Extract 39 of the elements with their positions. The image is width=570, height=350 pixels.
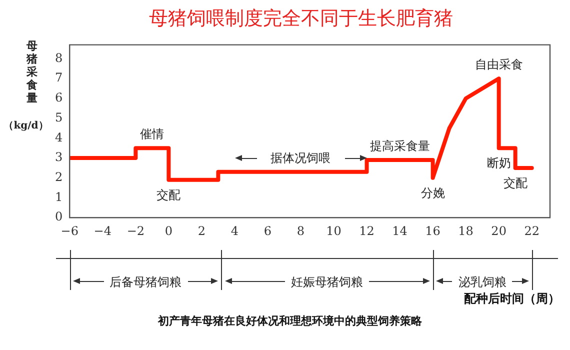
x-tick-label: −4 <box>94 224 112 238</box>
text: 后备母猪饲粮 <box>110 274 182 290</box>
y-tick-label: 1 <box>54 190 63 204</box>
chart-title: 母猪饲喂制度完全不同于生长肥育猪 <box>149 7 453 30</box>
y-tick-label: 3 <box>54 150 63 164</box>
y-tick-label: 0 <box>54 210 63 224</box>
annotation: 催情 <box>140 127 164 142</box>
x-tick-label: 22 <box>524 224 540 238</box>
x-tick-label: 4 <box>230 224 239 238</box>
text: 初产青年母猪在良好体况和理想环境中的典型饲养策略 <box>157 314 423 328</box>
x-tick-label: −2 <box>126 224 145 238</box>
x-tick-label: 10 <box>326 224 342 238</box>
y-tick-label: 8 <box>54 50 63 65</box>
annotation: 分娩 <box>420 186 445 200</box>
annotation: 提高采食量 <box>370 139 430 154</box>
text: 妊娠母猪饲粮 <box>291 274 364 290</box>
x-axis-title: 配种后时间（周） <box>464 292 560 306</box>
y-tick-label: 2 <box>54 170 63 184</box>
x-tick-label: 6 <box>264 224 272 238</box>
y-tick-label: 7 <box>54 70 63 85</box>
annotation: 自由采食 <box>474 58 523 72</box>
x-tick-label: 8 <box>296 224 305 238</box>
y-tick-label: 6 <box>54 90 63 105</box>
y-tick-label: 5 <box>54 110 63 124</box>
annotation: 交配 <box>156 188 181 202</box>
x-tick-label: 0 <box>164 224 172 238</box>
x-tick-label: 2 <box>198 224 206 238</box>
x-tick-label: −6 <box>60 224 78 238</box>
x-tick-label: 20 <box>491 224 506 238</box>
y-tick-label: 4 <box>54 130 63 144</box>
text: 母猪采食量（kg/d） <box>4 40 48 132</box>
annotation: 据体况饲喂 <box>270 151 331 166</box>
annotation: 断奶 <box>486 156 511 170</box>
text: 泌乳饲粮 <box>458 274 506 290</box>
x-tick-label: 14 <box>392 224 408 238</box>
annotation: 交配 <box>503 176 528 190</box>
x-tick-label: 12 <box>359 224 374 238</box>
x-tick-label: 18 <box>458 224 474 238</box>
x-tick-label: 16 <box>425 224 440 238</box>
